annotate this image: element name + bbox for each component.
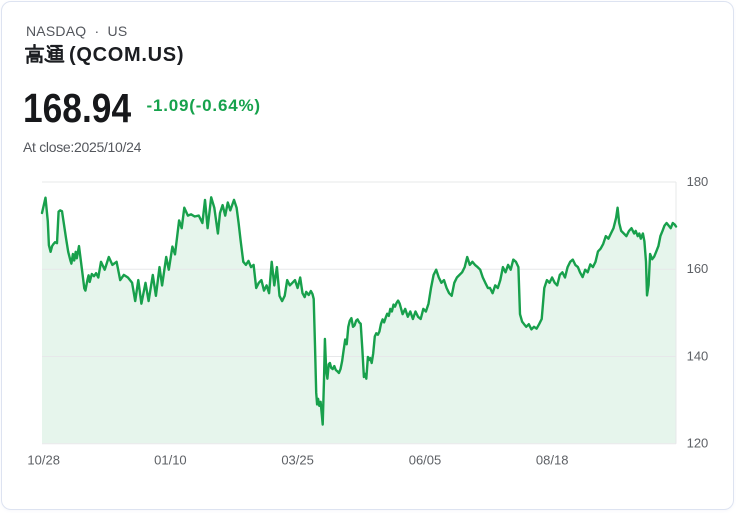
svg-text:180: 180 (687, 174, 709, 189)
svg-text:06/05: 06/05 (409, 453, 442, 468)
svg-text:120: 120 (687, 436, 709, 451)
svg-text:03/25: 03/25 (281, 453, 314, 468)
svg-text:08/18: 08/18 (536, 453, 569, 468)
svg-text:01/10: 01/10 (154, 453, 187, 468)
svg-text:160: 160 (687, 261, 709, 276)
svg-text:140: 140 (687, 349, 709, 364)
svg-text:10/28: 10/28 (27, 453, 60, 468)
